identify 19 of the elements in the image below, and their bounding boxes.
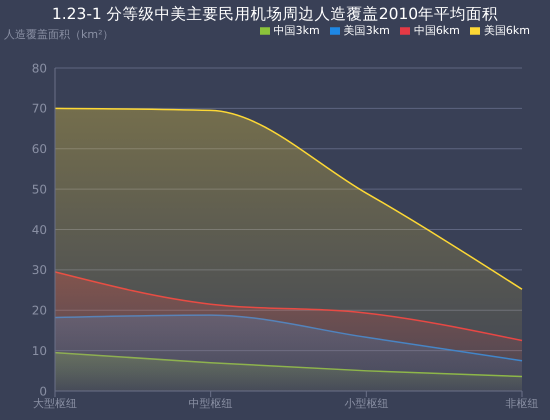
x-tick-label: 非枢纽 <box>506 396 538 410</box>
y-tick-label: 0 <box>39 384 47 398</box>
y-tick-label: 50 <box>32 182 47 196</box>
x-tick-label: 中型枢纽 <box>188 396 233 410</box>
y-tick-label: 80 <box>32 61 47 76</box>
legend-label: 中国6km <box>414 24 460 37</box>
y-axis-title: 人造覆盖面积（km²） <box>4 28 114 41</box>
y-tick-label: 30 <box>32 263 47 278</box>
x-tick-label: 大型枢纽 <box>33 396 77 410</box>
y-tick-label: 20 <box>32 304 47 318</box>
chart-title: 1.23-1 分等级中美主要民用机场周边人造覆盖2010年平均面积 <box>50 4 500 24</box>
y-tick-label: 60 <box>32 142 47 156</box>
y-tick-label: 10 <box>32 344 47 358</box>
legend-label: 美国6km <box>484 24 530 37</box>
legend-label: 中国3km <box>274 24 320 37</box>
legend-label: 美国3km <box>344 24 390 37</box>
x-tick-label: 小型枢纽 <box>344 396 388 410</box>
y-tick-label: 70 <box>32 102 47 116</box>
y-tick-label: 40 <box>32 222 47 237</box>
